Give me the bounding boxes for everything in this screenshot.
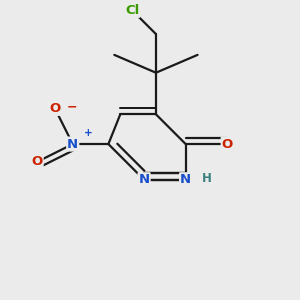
Text: O: O — [32, 155, 43, 168]
Text: N: N — [180, 173, 191, 186]
Text: Cl: Cl — [125, 4, 139, 17]
Text: N: N — [67, 138, 78, 151]
Text: O: O — [222, 138, 233, 151]
Text: +: + — [84, 128, 93, 138]
Text: H: H — [202, 172, 212, 185]
Text: −: − — [67, 100, 77, 113]
Text: O: O — [49, 102, 61, 115]
Text: N: N — [139, 173, 150, 186]
